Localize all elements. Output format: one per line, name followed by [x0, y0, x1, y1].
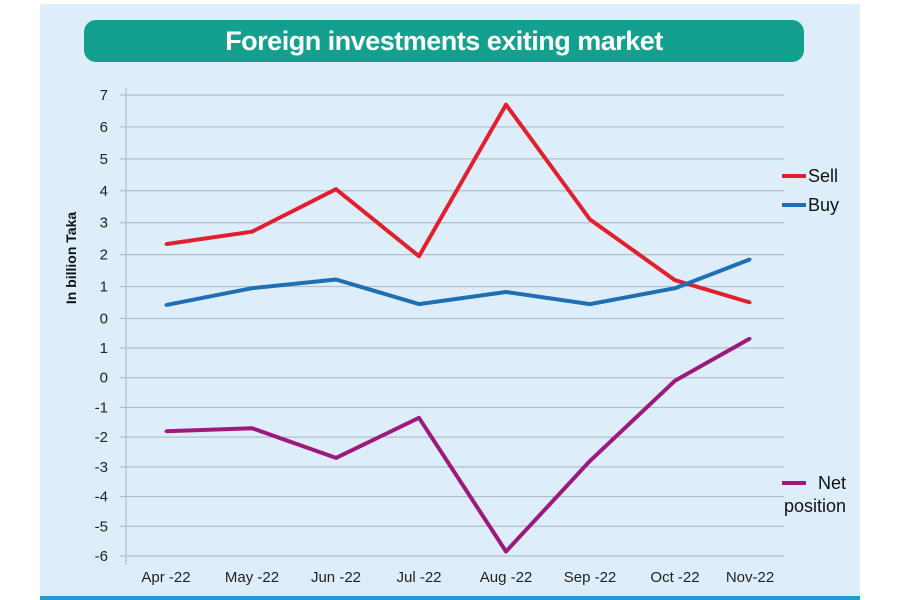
y-tick-label: 0 — [100, 311, 108, 328]
data-point — [588, 459, 592, 463]
data-point — [673, 278, 677, 282]
data-point — [164, 429, 168, 433]
y-tick-label: -1 — [95, 399, 108, 416]
data-point — [748, 301, 752, 305]
data-point — [673, 379, 677, 383]
legend-label: Net — [818, 473, 846, 493]
y-tick-label: -4 — [95, 489, 108, 506]
data-point — [588, 302, 592, 306]
data-point — [417, 416, 421, 420]
x-tick-label: Apr -22 — [141, 569, 190, 586]
legend-label: position — [784, 496, 846, 516]
x-tick-label: Oct -22 — [650, 569, 699, 586]
x-tick-label: May -22 — [225, 569, 279, 586]
y-tick-label: 5 — [100, 151, 108, 168]
data-point — [504, 290, 508, 294]
data-point — [164, 303, 168, 307]
legend-label: Buy — [808, 195, 839, 215]
data-point — [334, 456, 338, 460]
y-tick-label: 3 — [100, 215, 108, 232]
y-tick-label: -2 — [95, 429, 108, 446]
y-axis-label: In billion Taka — [63, 212, 79, 305]
x-tick-label: Jun -22 — [311, 569, 361, 586]
y-tick-label: 7 — [100, 87, 108, 104]
legend-label: Sell — [808, 166, 838, 186]
x-tick-label: Nov-22 — [726, 569, 774, 586]
data-point — [417, 302, 421, 306]
y-tick-label: 1 — [100, 340, 108, 357]
chart-title: Foreign investments exiting market — [84, 20, 804, 62]
y-tick-label: -6 — [95, 548, 108, 565]
series-line-sell — [165, 102, 751, 305]
data-point — [748, 257, 752, 261]
data-point — [250, 286, 254, 290]
y-tick-label: 0 — [100, 370, 108, 387]
data-point — [334, 187, 338, 191]
data-point — [417, 254, 421, 258]
series-line-buy — [165, 257, 751, 308]
data-point — [748, 336, 752, 340]
x-tick-label: Aug -22 — [480, 569, 533, 586]
y-tick-label: 2 — [100, 247, 108, 264]
data-point — [250, 426, 254, 430]
x-tick-label: Sep -22 — [564, 569, 617, 586]
data-point — [334, 278, 338, 282]
y-tick-label: 6 — [100, 119, 108, 136]
data-point — [164, 242, 168, 246]
y-tick-label: -5 — [95, 518, 108, 535]
y-tick-label: -3 — [95, 459, 108, 476]
data-point — [250, 230, 254, 234]
data-point — [504, 103, 508, 107]
series-line-net-position — [165, 336, 751, 554]
x-tick-label: Jul -22 — [396, 569, 441, 586]
y-tick-label: 4 — [100, 183, 108, 200]
data-point — [504, 550, 508, 554]
y-tick-label: 1 — [100, 279, 108, 296]
data-point — [673, 286, 677, 290]
data-point — [588, 218, 592, 222]
